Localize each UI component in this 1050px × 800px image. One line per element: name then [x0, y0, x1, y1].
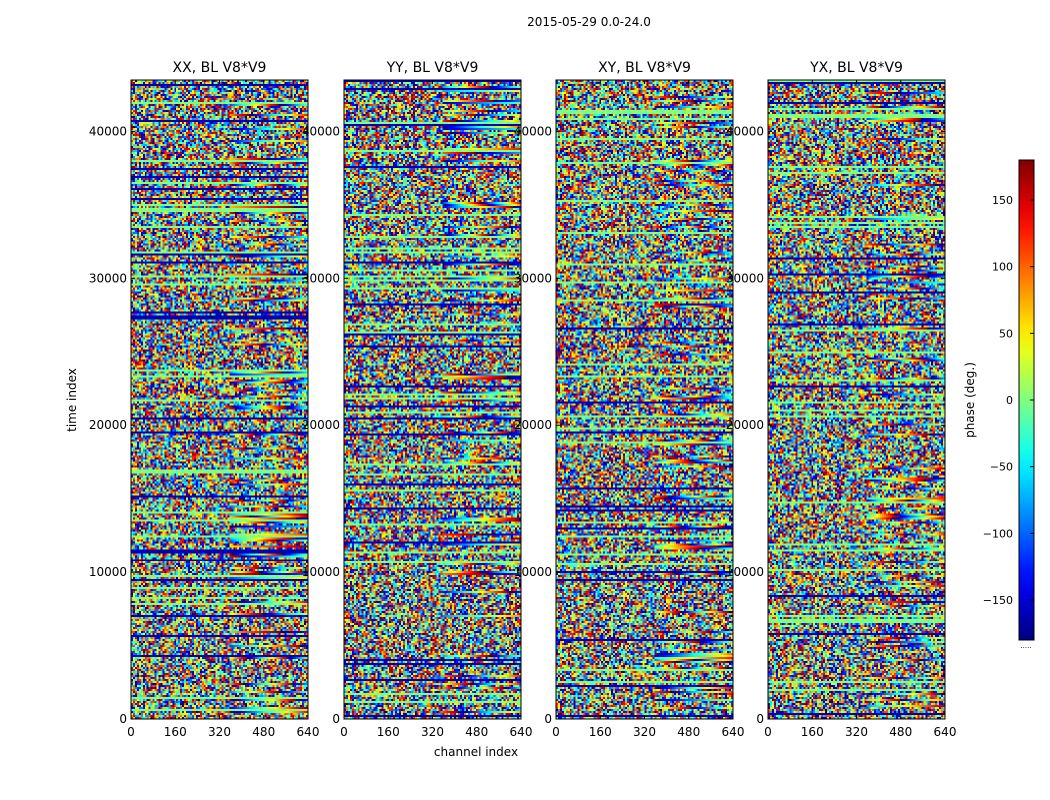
panel-title-3: YX, BL V8*V9	[809, 60, 903, 76]
colorbar-tick-label: −100	[983, 527, 1013, 540]
y-tick-label: 30000	[302, 271, 340, 285]
y-tick-label: 20000	[514, 418, 552, 432]
panel-title-0: XX, BL V8*V9	[173, 60, 267, 76]
y-tick-label: 30000	[89, 271, 127, 285]
y-tick-label: 30000	[726, 271, 764, 285]
x-tick-label: 640	[297, 725, 320, 739]
colorbar-tick-label: 100	[992, 261, 1013, 274]
x-tick-label: 320	[633, 725, 656, 739]
y-tick-label: 0	[119, 712, 127, 726]
phase-image-3	[768, 80, 945, 719]
x-tick-label: 480	[252, 725, 275, 739]
y-tick-label: 10000	[726, 565, 764, 579]
panel-2: XY, BL V8*V9 0 160 320 480 640 0 10000 20000 3000…	[514, 60, 745, 739]
colorbar: −150 −100 −50 0 50 100 150	[983, 159, 1035, 641]
phase-image-0	[131, 80, 308, 719]
x-tick-label: 480	[889, 725, 912, 739]
y-axis-label: time index	[65, 368, 79, 432]
phase-image-2	[556, 80, 733, 719]
panels-group: XX, BL V8*V9 0 160 320 480 640 0 10000 20000 3000…	[89, 60, 957, 739]
y-tick-label: 10000	[514, 565, 552, 579]
panel-title-1: YY, BL V8*V9	[386, 60, 479, 76]
x-tick-label: 160	[589, 725, 612, 739]
y-tick-label: 40000	[726, 124, 764, 138]
panel-0: XX, BL V8*V9 0 160 320 480 640 0 10000 20000 3000…	[89, 60, 320, 739]
y-tick-label: 10000	[89, 565, 127, 579]
x-tick-label: 640	[510, 725, 533, 739]
panel-1: YY, BL V8*V9 0 160 320 480 640 0 10000 20000 3000…	[302, 60, 533, 739]
y-tick-label: 40000	[89, 124, 127, 138]
figure-suptitle: 2015-05-29 0.0-24.0	[527, 15, 651, 29]
y-tick-label: 30000	[514, 271, 552, 285]
x-tick-label: 0	[340, 725, 348, 739]
x-tick-label: 320	[208, 725, 231, 739]
x-tick-label: 640	[934, 725, 957, 739]
y-tick-label: 40000	[514, 124, 552, 138]
colorbar-tick-label: 50	[999, 327, 1013, 340]
colorbar-min-label: .....	[1020, 642, 1031, 650]
panel-title-2: XY, BL V8*V9	[598, 60, 691, 76]
x-tick-label: 160	[164, 725, 187, 739]
x-tick-label: 0	[764, 725, 772, 739]
x-axis-label: channel index	[434, 745, 518, 759]
y-tick-label: 20000	[302, 418, 340, 432]
colorbar-tick-label: −50	[990, 461, 1013, 474]
y-tick-label: 0	[756, 712, 764, 726]
x-tick-label: 0	[127, 725, 135, 739]
y-tick-label: 0	[544, 712, 552, 726]
phase-image-1	[344, 80, 521, 719]
colorbar-label: phase (deg.)	[963, 362, 977, 438]
x-tick-label: 0	[552, 725, 560, 739]
colorbar-tick-label: 150	[992, 194, 1013, 207]
y-tick-label: 20000	[89, 418, 127, 432]
colorbar-tick-label: 0	[1006, 394, 1013, 407]
x-tick-label: 320	[421, 725, 444, 739]
colorbar-tick-label: −150	[983, 594, 1013, 607]
panel-3: YX, BL V8*V9 0 160 320 480 640 0 10000 20000 3000…	[726, 60, 957, 739]
x-tick-label: 480	[677, 725, 700, 739]
x-tick-label: 160	[801, 725, 824, 739]
y-tick-label: 0	[332, 712, 340, 726]
y-tick-label: 20000	[726, 418, 764, 432]
x-tick-label: 320	[845, 725, 868, 739]
y-tick-label: 40000	[302, 124, 340, 138]
x-tick-label: 480	[465, 725, 488, 739]
x-tick-label: 640	[722, 725, 745, 739]
y-tick-label: 10000	[302, 565, 340, 579]
x-tick-label: 160	[377, 725, 400, 739]
